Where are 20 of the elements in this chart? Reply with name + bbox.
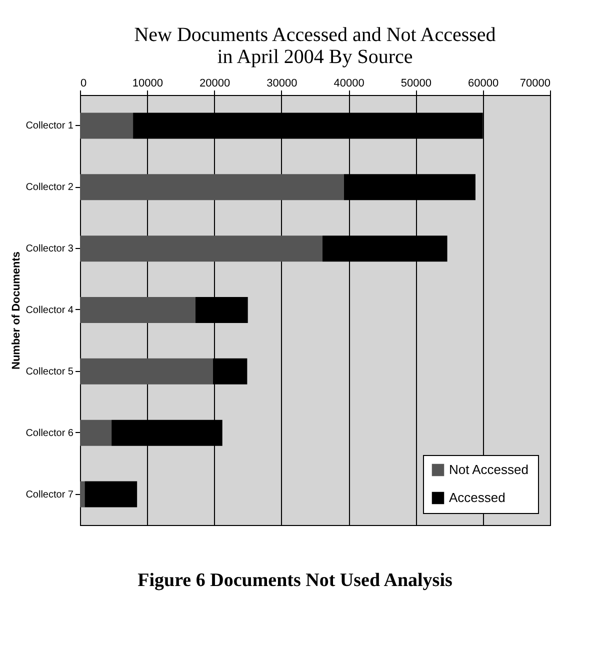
y-tick-label: Collector 6	[26, 428, 74, 439]
y-tick-label: Collector 7	[26, 489, 74, 500]
chart-title: New Documents Accessed and Not Accessed in April 2004 By Source	[134, 24, 496, 68]
y-tick-label: Collector 3	[26, 244, 74, 255]
x-tick-label: 0	[80, 78, 87, 90]
x-tick-label: 40000	[334, 78, 364, 90]
x-tick-label: 20000	[199, 78, 230, 90]
x-tick-label: 60000	[468, 78, 499, 90]
y-tick-label: Collector 2	[26, 182, 74, 194]
legend-label: Not Accessed	[449, 462, 528, 477]
y-axis-title: Number of Documents	[10, 252, 23, 370]
y-tick-label: Collector 5	[26, 366, 74, 378]
x-tick-label: 50000	[400, 78, 432, 90]
caption: Figure 6 Documents Not Used Analysis	[138, 570, 452, 591]
y-tick-label: Collector 4	[26, 305, 74, 316]
legend-label: Accessed	[449, 490, 506, 505]
x-tick-label: 30000	[266, 78, 298, 90]
y-tick-label: Collector 1	[26, 120, 74, 132]
x-tick-label: 10000	[132, 78, 163, 90]
x-tick-label: 70000	[520, 78, 550, 90]
